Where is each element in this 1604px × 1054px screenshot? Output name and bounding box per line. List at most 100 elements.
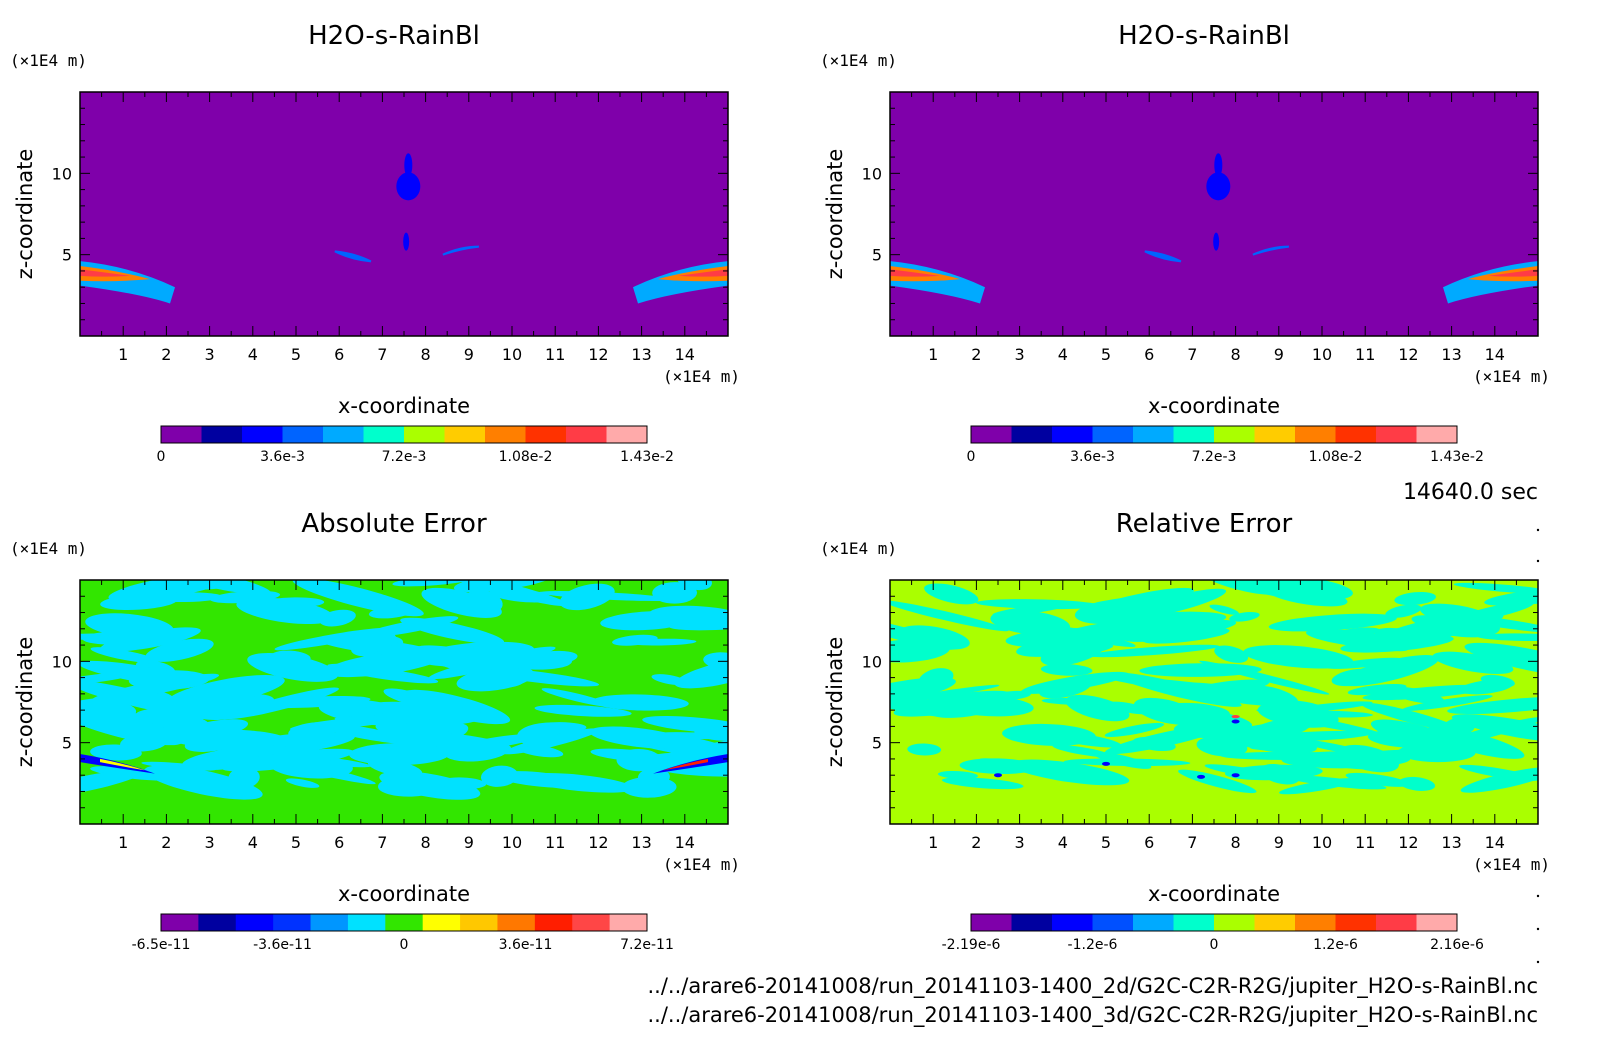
x-tick-label: 6 <box>1144 345 1154 364</box>
panel-4: Relative Error(×1E4 m)1 2 3 4 5 6 7 8 9 10 11 12 13 1… <box>820 509 1550 953</box>
colorbar-bin <box>273 914 312 931</box>
error-patch <box>621 776 677 798</box>
rain-band-right-core <box>658 266 728 282</box>
y-tick-label: 10 <box>52 164 72 183</box>
chart-title: Absolute Error <box>301 509 487 539</box>
x-axis: 1 2 3 4 5 6 7 8 9 10 11 12 13 14(×1E4 m)x-coordinate <box>101 580 740 906</box>
colorbar-bin <box>161 914 199 931</box>
colorbar-bin <box>201 426 243 443</box>
colorbar-bin <box>1011 914 1053 931</box>
error-patch <box>1224 764 1323 781</box>
colorbar-bin <box>385 914 424 931</box>
x-tick-label: 7 <box>377 345 387 364</box>
x-tick-label: 8 <box>1231 345 1241 364</box>
colorbar-frame <box>970 425 1458 444</box>
x-tick-label: 12 <box>1398 833 1418 852</box>
error-patch <box>668 615 728 631</box>
x-tick-label: 14 <box>1485 345 1505 364</box>
error-patch <box>1199 660 1330 695</box>
footer-file-2d: ../../arare6-20141008/run_20141103-1400_… <box>647 974 1538 999</box>
error-patch <box>1087 644 1220 658</box>
x-tick-label: 9 <box>1274 833 1284 852</box>
colorbar-tick-label: 7.2e-3 <box>382 449 427 465</box>
error-patch <box>489 588 553 603</box>
y-axis-label: z-coordinate <box>823 637 847 768</box>
colorbar-tick-label: 2.16e-6 <box>1430 937 1484 953</box>
rain-band-left-peak <box>890 269 940 277</box>
x-unit-label: (×1E4 m) <box>663 855 740 874</box>
error-patch <box>694 725 728 741</box>
error-patch <box>1065 694 1130 722</box>
x-tick-label: 14 <box>675 833 695 852</box>
colorbar-bin <box>1376 914 1417 931</box>
x-tick-label: 9 <box>464 345 474 364</box>
colorbar-bin <box>404 426 445 443</box>
colorbar-frame <box>160 425 648 444</box>
y-unit-label: (×1E4 m) <box>10 539 87 558</box>
y-tick-label: 5 <box>872 246 882 265</box>
colorbar-bin <box>1295 426 1336 443</box>
colorbar-bin <box>1214 914 1255 931</box>
colorbar-bin <box>323 426 364 443</box>
x-tick-label: 3 <box>1015 833 1025 852</box>
error-patch <box>378 774 446 797</box>
rain-streak-right <box>442 245 479 256</box>
x-axis: 1 2 3 4 5 6 7 8 9 10 11 12 13 14(×1E4 m)x-coordinate <box>911 92 1550 418</box>
error-patch <box>589 726 690 749</box>
error-spot <box>1231 715 1240 719</box>
error-patch <box>421 587 502 618</box>
y-axis: 5 10 z-coordinate <box>13 107 728 321</box>
error-patch <box>1266 585 1348 607</box>
x-tick-label: 1 <box>118 345 128 364</box>
colorbar-bin <box>235 914 274 931</box>
x-tick-label: 5 <box>1101 345 1111 364</box>
error-patch <box>1396 728 1461 749</box>
error-patch <box>289 714 409 731</box>
error-patch <box>890 690 960 717</box>
colorbar-tick-label: 7.2e-11 <box>620 937 674 953</box>
rain-band-right-peak <box>1488 269 1538 277</box>
x-tick-label: 9 <box>464 833 474 852</box>
rain-cell <box>396 172 421 201</box>
error-patch <box>1174 682 1290 707</box>
error-patch <box>1362 684 1493 701</box>
colorbar-bin <box>1214 426 1255 443</box>
error-patch <box>1484 588 1538 606</box>
error-patch <box>1399 776 1436 791</box>
x-tick-label: 10 <box>1312 345 1332 364</box>
error-patch <box>1220 751 1354 760</box>
error-patch <box>365 701 485 721</box>
x-tick-label: 11 <box>1355 345 1375 364</box>
colorbar-bin <box>1092 426 1134 443</box>
error-patch <box>90 647 159 664</box>
error-spot <box>1231 773 1240 778</box>
error-patch <box>890 600 1009 632</box>
colorbar-tick-label: -6.5e-11 <box>132 937 191 953</box>
colorbar-bin <box>1376 426 1417 443</box>
error-patch <box>1477 633 1538 642</box>
error-patch <box>351 629 397 652</box>
error-patch <box>222 748 354 772</box>
error-patch <box>236 597 334 625</box>
error-patch <box>1286 701 1373 713</box>
colorbar-bin <box>971 426 1012 443</box>
colorbar-bin <box>347 914 386 931</box>
error-patch <box>80 633 144 640</box>
error-patch <box>612 634 658 646</box>
error-patch <box>1401 695 1493 711</box>
error-patch <box>1447 696 1538 715</box>
colorbar-bin <box>1254 426 1296 443</box>
colorbar-tick-label: 1.43e-2 <box>1430 449 1484 465</box>
x-tick-label: 6 <box>334 345 344 364</box>
x-axis: 1 2 3 4 5 6 7 8 9 10 11 12 13 14(×1E4 m)x-coordinate <box>911 580 1550 906</box>
error-patch <box>168 729 287 749</box>
y-tick-label: 10 <box>52 652 72 671</box>
rain-band-left-core <box>80 266 150 282</box>
colorbar-bin <box>1133 914 1174 931</box>
panel-3: Absolute Error(×1E4 m)1 2 3 4 5 6 7 8 9 10 11 12 13 1… <box>10 509 740 953</box>
rain-cell-stem <box>1214 153 1223 178</box>
y-unit-label: (×1E4 m) <box>820 51 897 70</box>
x-tick-label: 8 <box>421 833 431 852</box>
error-patch <box>592 694 689 711</box>
x-tick-label: 4 <box>248 833 258 852</box>
